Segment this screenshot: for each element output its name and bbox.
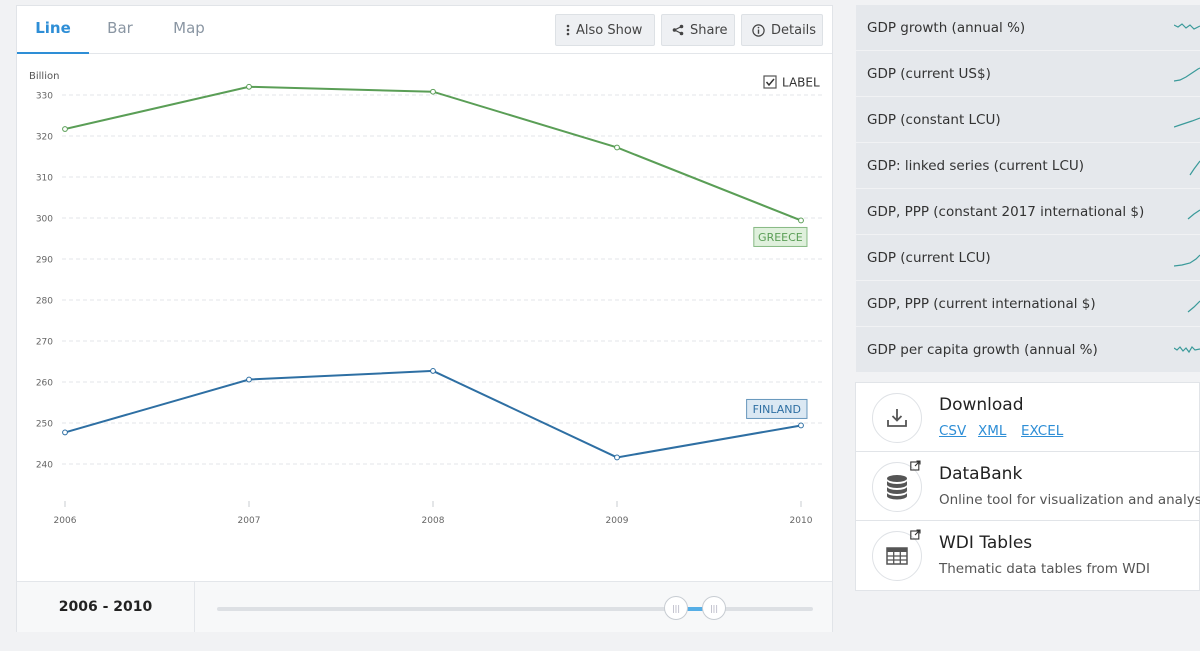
y-tick-label: 310 [36,174,53,184]
label-toggle-text: LABEL [782,76,820,90]
indicator-item-gdp-linked-series[interactable]: GDP: linked series (current LCU) [856,143,1200,188]
indicator-item-gdp-growth[interactable]: GDP growth (annual %) [856,5,1200,50]
wdi-tables-link[interactable]: WDI Tables Thematic data tables from WDI [856,521,1199,590]
share-label: Share [690,22,728,38]
download-section: Download CSV XML EXCEL [856,383,1199,452]
indicator-label: GDP per capita growth (annual %) [867,341,1098,358]
indicator-item-gdp-constant-lcu[interactable]: GDP (constant LCU) [856,97,1200,142]
tab-line[interactable]: Line [17,6,89,54]
series-label-box-greece [753,226,808,247]
y-tick-label: 250 [36,420,53,430]
data-point-greece [430,88,436,95]
year-range-label: 2006 - 2010 [17,582,195,632]
y-tick-label: 320 [36,133,53,143]
download-xml-link[interactable]: XML [978,423,1007,439]
tab-map[interactable]: Map [173,19,205,37]
line-chart: Billion 240 250 260 270 280 290 300 310 320 330 200… [17,55,832,581]
sparkline-icon [1174,346,1200,354]
series-label-greece: GREECE [758,231,803,244]
data-point-finland [798,422,804,429]
y-tick-label: 330 [36,92,53,102]
range-end-handle[interactable]: ||| [702,596,726,620]
series-line-finland [64,369,802,459]
series-label-finland: FINLAND [753,403,801,416]
sparkline-icon [1174,254,1200,267]
external-link-icon [910,529,921,543]
checkmark-icon [765,78,775,87]
data-point-finland [430,368,436,374]
indicator-label: GDP: linked series (current LCU) [867,157,1085,174]
data-point-finland [62,429,68,436]
range-slider-fill [677,607,714,611]
data-point-finland [614,454,620,461]
series-label-box-finland [746,398,808,419]
x-tick-label: 2007 [238,516,261,526]
indicator-item-gdp-current-usd[interactable]: GDP (current US$) [856,51,1200,96]
data-point-greece [62,126,68,132]
data-point-greece [246,83,252,90]
x-tick-label: 2006 [54,516,77,526]
download-excel-link[interactable]: EXCEL [1021,423,1064,439]
chart-tabs: Line Bar Map Also Show Share Details [17,6,832,54]
data-point-greece [798,217,804,224]
indicator-label: GDP (current LCU) [867,249,991,266]
also-show-label: Also Show [576,22,643,38]
x-tick-label: 2010 [790,516,813,526]
wdi-tables-subtitle: Thematic data tables from WDI [939,561,1150,577]
sparkline-icon [1174,117,1200,128]
indicator-item-gdp-current-lcu[interactable]: GDP (current LCU) [856,235,1200,280]
y-unit-label: Billion [29,71,59,82]
series-line-greece [64,85,802,222]
sparkline-icon [1174,67,1200,82]
sparkline-icon [1187,209,1200,220]
more-vertical-icon [566,24,570,36]
data-point-greece [614,144,620,151]
download-icon [872,393,922,443]
indicator-label: GDP (current US$) [867,65,991,82]
x-tick-label: 2008 [422,516,445,526]
y-tick-label: 290 [36,256,53,266]
indicator-item-gdp-per-capita-growth[interactable]: GDP per capita growth (annual %) [856,327,1200,372]
download-csv-link[interactable]: CSV [939,423,967,439]
databank-subtitle: Online tool for visualization and analys… [939,492,1200,508]
also-show-button[interactable]: Also Show [555,14,655,46]
range-footer: 2006 - 2010 ||| ||| [17,581,832,632]
info-icon [752,23,765,37]
external-link-icon [910,460,921,474]
sparkline-icon [1187,300,1200,313]
y-tick-label: 260 [36,379,53,389]
y-tick-label: 300 [36,215,53,225]
indicator-label: GDP, PPP (constant 2017 international $) [867,203,1145,220]
label-checkbox[interactable] [763,75,777,89]
y-tick-label: 270 [36,338,53,348]
indicator-label: GDP (constant LCU) [867,111,1001,128]
indicator-label: GDP growth (annual %) [867,19,1026,36]
data-point-finland [246,376,252,383]
share-button[interactable]: Share [661,14,735,46]
range-slider-track[interactable] [217,607,813,611]
details-button[interactable]: Details [741,14,823,46]
indicator-item-gdp-ppp-current[interactable]: GDP, PPP (current international $) [856,281,1200,326]
sparkline-icon [1174,23,1200,30]
databank-title: DataBank [939,464,1023,484]
x-tick-label: 2009 [606,516,629,526]
tab-bar[interactable]: Bar [107,19,133,37]
chart-panel: Line Bar Map Also Show Share Details Bil… [16,5,833,632]
sparkline-icon [1189,160,1200,176]
y-tick-label: 280 [36,297,53,307]
details-label: Details [771,22,817,38]
share-icon [672,24,684,36]
line-chart-svg: Billion 240 250 260 270 280 290 300 310 320 330 200… [29,71,823,526]
download-title: Download [939,395,1024,415]
range-start-handle[interactable]: ||| [664,596,688,620]
y-tick-label: 240 [36,461,53,471]
databank-link[interactable]: DataBank Online tool for visualization a… [856,452,1200,521]
indicator-label: GDP, PPP (current international $) [867,295,1096,312]
wdi-tables-title: WDI Tables [939,533,1033,553]
indicator-item-gdp-ppp-constant[interactable]: GDP, PPP (constant 2017 international $) [856,189,1200,234]
related-indicators-list: GDP growth (annual %) GDP (current US$) … [856,5,1200,373]
resources-box: Download CSV XML EXCEL DataBank Online t… [855,382,1200,591]
